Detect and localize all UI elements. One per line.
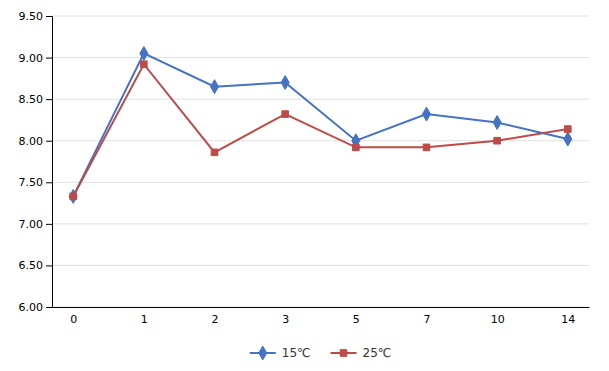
x-tick-label: 1 (141, 313, 148, 326)
y-tick-label: 6.00 (19, 301, 44, 314)
x-tick: 1 (141, 313, 148, 326)
x-axis: 0 1 2 3 5 7 10 14 (53, 308, 590, 326)
y-tick: 7.00 (19, 218, 53, 231)
x-tick: 14 (561, 313, 575, 326)
x-axis-line (53, 307, 590, 308)
y-tick: 7.50 (19, 176, 53, 189)
series-line (73, 53, 568, 196)
grid-line (52, 99, 589, 100)
grid-line (52, 182, 589, 183)
grid-line (52, 223, 589, 224)
data-point (282, 111, 289, 118)
data-point (140, 46, 148, 60)
x-tick-label: 7 (423, 313, 430, 326)
x-tick-label: 0 (70, 313, 77, 326)
grid-line (52, 307, 589, 308)
grid-line (52, 57, 589, 58)
y-tick-label: 8.50 (19, 93, 44, 106)
x-tick-label: 14 (561, 313, 575, 326)
legend-item: 25℃ (331, 346, 392, 360)
series (69, 46, 572, 203)
grid-line (52, 265, 589, 266)
x-tick-label: 2 (212, 313, 219, 326)
y-tick-label: 7.50 (19, 176, 44, 189)
y-tick: 9.50 (19, 10, 53, 23)
y-tick-label: 9.00 (19, 52, 44, 65)
y-axis: 6.00 6.50 7.00 7.50 8.00 8.50 9.00 9.50 (19, 10, 53, 314)
data-point (141, 61, 148, 68)
y-tick: 6.00 (19, 301, 53, 314)
series-group (69, 46, 572, 203)
x-tick: 3 (282, 313, 289, 326)
y-tick: 9.00 (19, 52, 53, 65)
y-tick: 8.00 (19, 135, 53, 148)
y-tick-label: 9.50 (19, 10, 44, 23)
data-point (494, 137, 501, 144)
legend-swatch-marker (259, 346, 267, 360)
legend: 15℃ 25℃ (250, 346, 392, 360)
x-tick-label: 5 (353, 313, 360, 326)
legend-label: 25℃ (363, 346, 392, 360)
y-axis-line (46, 17, 53, 308)
x-tick: 2 (212, 313, 219, 326)
y-tick-label: 7.00 (19, 218, 44, 231)
x-tick-label: 10 (491, 313, 505, 326)
y-tick: 8.50 (19, 93, 53, 106)
data-point (564, 132, 572, 146)
x-tick-label: 3 (282, 313, 289, 326)
y-tick-mark (46, 182, 52, 183)
legend-item: 15℃ (250, 346, 311, 360)
y-tick-mark (46, 58, 52, 59)
data-point (422, 107, 430, 121)
x-tick: 5 (353, 313, 360, 326)
data-point (211, 149, 218, 156)
grid-line (52, 16, 589, 17)
x-tick: 7 (423, 313, 430, 326)
data-point (564, 126, 571, 133)
x-tick: 10 (491, 313, 505, 326)
legend-label: 15℃ (282, 346, 311, 360)
y-tick-mark (46, 265, 52, 266)
y-tick-mark (46, 224, 52, 225)
data-point (423, 144, 430, 151)
y-tick-mark (46, 16, 52, 17)
legend-swatch-marker (340, 350, 347, 357)
plot-area: 6.00 6.50 7.00 7.50 8.00 8.50 9.00 9.50 0 1 2 3 5 7 10… (19, 10, 590, 326)
y-tick: 6.50 (19, 259, 53, 272)
grid-line (52, 140, 589, 141)
series (70, 61, 571, 200)
data-point (353, 144, 360, 151)
data-point (281, 76, 289, 90)
grid (52, 16, 589, 307)
y-tick-mark (46, 141, 52, 142)
data-point (493, 115, 501, 129)
y-tick-mark (46, 99, 52, 100)
chart-container: 6.00 6.50 7.00 7.50 8.00 8.50 9.00 9.50 0 1 2 3 5 7 10… (0, 0, 609, 371)
data-point (70, 193, 77, 200)
y-tick-mark (46, 307, 52, 308)
y-tick-label: 8.00 (19, 135, 44, 148)
chart-svg: 6.00 6.50 7.00 7.50 8.00 8.50 9.00 9.50 0 1 2 3 5 7 10… (0, 0, 609, 371)
data-point (210, 80, 218, 94)
y-tick-label: 6.50 (19, 259, 44, 272)
x-tick: 0 (70, 313, 77, 326)
series-line (73, 64, 568, 196)
